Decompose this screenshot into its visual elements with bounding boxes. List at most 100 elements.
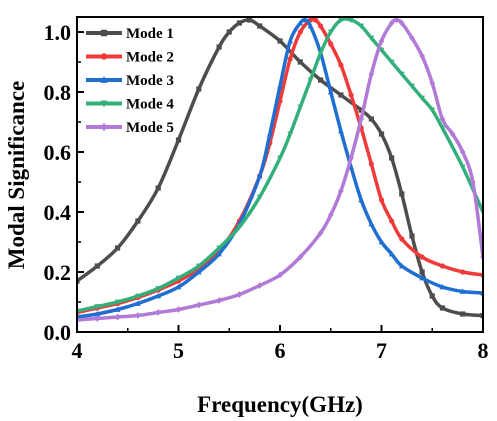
series-3-point-13	[287, 37, 294, 44]
legend-item-2: Mode 2	[86, 50, 174, 66]
series-3-point-19	[338, 127, 344, 134]
series-3-point-27	[439, 283, 446, 290]
series-1-point-12	[257, 23, 263, 29]
series-2-point-26	[419, 254, 425, 260]
y-axis-title: Modal Significance	[4, 81, 29, 269]
series-5-point-4	[135, 312, 141, 319]
series-1-point-11	[246, 17, 253, 23]
series-3-point-16	[307, 22, 314, 29]
series-5-point-10	[256, 282, 263, 289]
series-5-point-18	[368, 70, 375, 78]
series-5-point-27	[449, 130, 456, 138]
series-4-point-26	[429, 107, 436, 114]
series-4-point-25	[419, 95, 425, 102]
series-1-point-25	[439, 305, 445, 311]
series-1-point-9	[226, 29, 232, 35]
series-1-point-15	[318, 77, 324, 83]
series-5-point-2	[94, 315, 101, 322]
series-1-point-14	[297, 59, 303, 65]
series-4-point-22	[388, 59, 395, 66]
series-3-point-14	[297, 19, 304, 26]
series-5-point-3	[114, 313, 121, 321]
y-tick-label-2: 0.2	[44, 260, 72, 285]
series-3-point-28	[459, 288, 466, 294]
y-tick-label-3: 0.4	[44, 200, 72, 225]
series-4-point-23	[398, 71, 405, 78]
series-3-point-10	[256, 172, 263, 179]
y-tick-label-1: 0.0	[44, 320, 72, 345]
legend-item-1: Mode 1	[86, 26, 174, 42]
series-3-point-3	[114, 306, 121, 312]
series-4-point-17	[338, 17, 344, 24]
series-4-point-7	[195, 263, 202, 270]
series-3-point-15	[302, 17, 309, 23]
series-1-point-16	[338, 92, 344, 98]
series-5-point-17	[358, 115, 365, 123]
series-2-point-20	[348, 92, 354, 98]
series-4-point-18	[348, 17, 354, 24]
series-1-point-19	[378, 131, 385, 137]
series-1-point-7	[196, 86, 202, 92]
series-1-point-2	[94, 263, 100, 269]
series-2-point-27	[439, 263, 445, 269]
series-3-point-12	[277, 82, 283, 89]
series-5-point-24	[419, 52, 425, 60]
series-5-point-16	[348, 154, 354, 162]
series-4-point-28	[459, 164, 466, 171]
series-3-point-4	[135, 300, 141, 306]
legend-label-2: Mode 2	[126, 50, 174, 66]
series-2-point-17	[318, 23, 324, 29]
series-5-point-21	[393, 17, 400, 24]
series-3-point-18	[327, 88, 334, 95]
legend: Mode 1 Mode 2 Mode 3 Mode 4 Mode 5	[86, 26, 174, 136]
series-3-point-8	[216, 250, 222, 257]
series-4-point-3	[114, 299, 121, 306]
series-5-point-11	[277, 271, 283, 279]
series-2-point-22	[368, 161, 374, 167]
legend-item-5: Mode 5	[86, 120, 174, 136]
series-5-point-29	[469, 178, 476, 186]
series-3-point-25	[398, 262, 405, 269]
legend-label-1: Mode 1	[126, 26, 174, 42]
x-tick-label-3: 6	[275, 338, 286, 363]
series-4-point-13	[297, 104, 304, 111]
series-5-point-6	[175, 306, 182, 313]
series-5-point-28	[459, 148, 466, 156]
series-5-point-26	[439, 115, 446, 123]
series-5-point-14	[327, 211, 334, 219]
series-1-point-17	[358, 107, 364, 113]
series-3-point-6	[175, 283, 182, 290]
series-4-point-24	[409, 83, 415, 90]
legend-label-5: Mode 5	[126, 120, 174, 136]
series-1-point-26	[460, 311, 466, 317]
series-5-point-23	[409, 34, 415, 42]
legend-label-3: Mode 3	[126, 73, 174, 89]
series-3-point-2	[94, 310, 101, 317]
series-4-point-20	[368, 35, 375, 42]
series-5-point-8	[216, 297, 222, 304]
series-5-point-5	[155, 309, 162, 316]
series-3-point-24	[388, 250, 395, 257]
series-1-point-21	[399, 191, 405, 197]
y-tick-label-6: 1.0	[44, 20, 72, 45]
series-4-point-5	[155, 286, 162, 292]
series-1-point-13	[277, 38, 283, 44]
series-4-point-9	[236, 224, 243, 231]
series-5-point-15	[338, 187, 344, 195]
series-1-point-3	[115, 245, 121, 251]
series-5-point-25	[429, 79, 436, 87]
series-3-point-26	[419, 274, 425, 281]
series-2-point-18	[328, 41, 334, 47]
series-2-point-13	[287, 56, 293, 62]
y-tick-label-5: 0.8	[44, 80, 72, 105]
series-2-point-16	[312, 17, 319, 23]
series-4-point-27	[439, 125, 446, 132]
y-axis: 0.0 0.2 0.4 0.6 0.8 1.0	[44, 20, 84, 345]
series-4-point-4	[135, 293, 141, 300]
legend-marker-2	[100, 53, 108, 60]
series-1-point-18	[368, 116, 374, 122]
series-1-point-1	[77, 278, 80, 284]
series-4-point-6	[175, 275, 182, 282]
x-tick-label-1: 4	[72, 338, 83, 363]
